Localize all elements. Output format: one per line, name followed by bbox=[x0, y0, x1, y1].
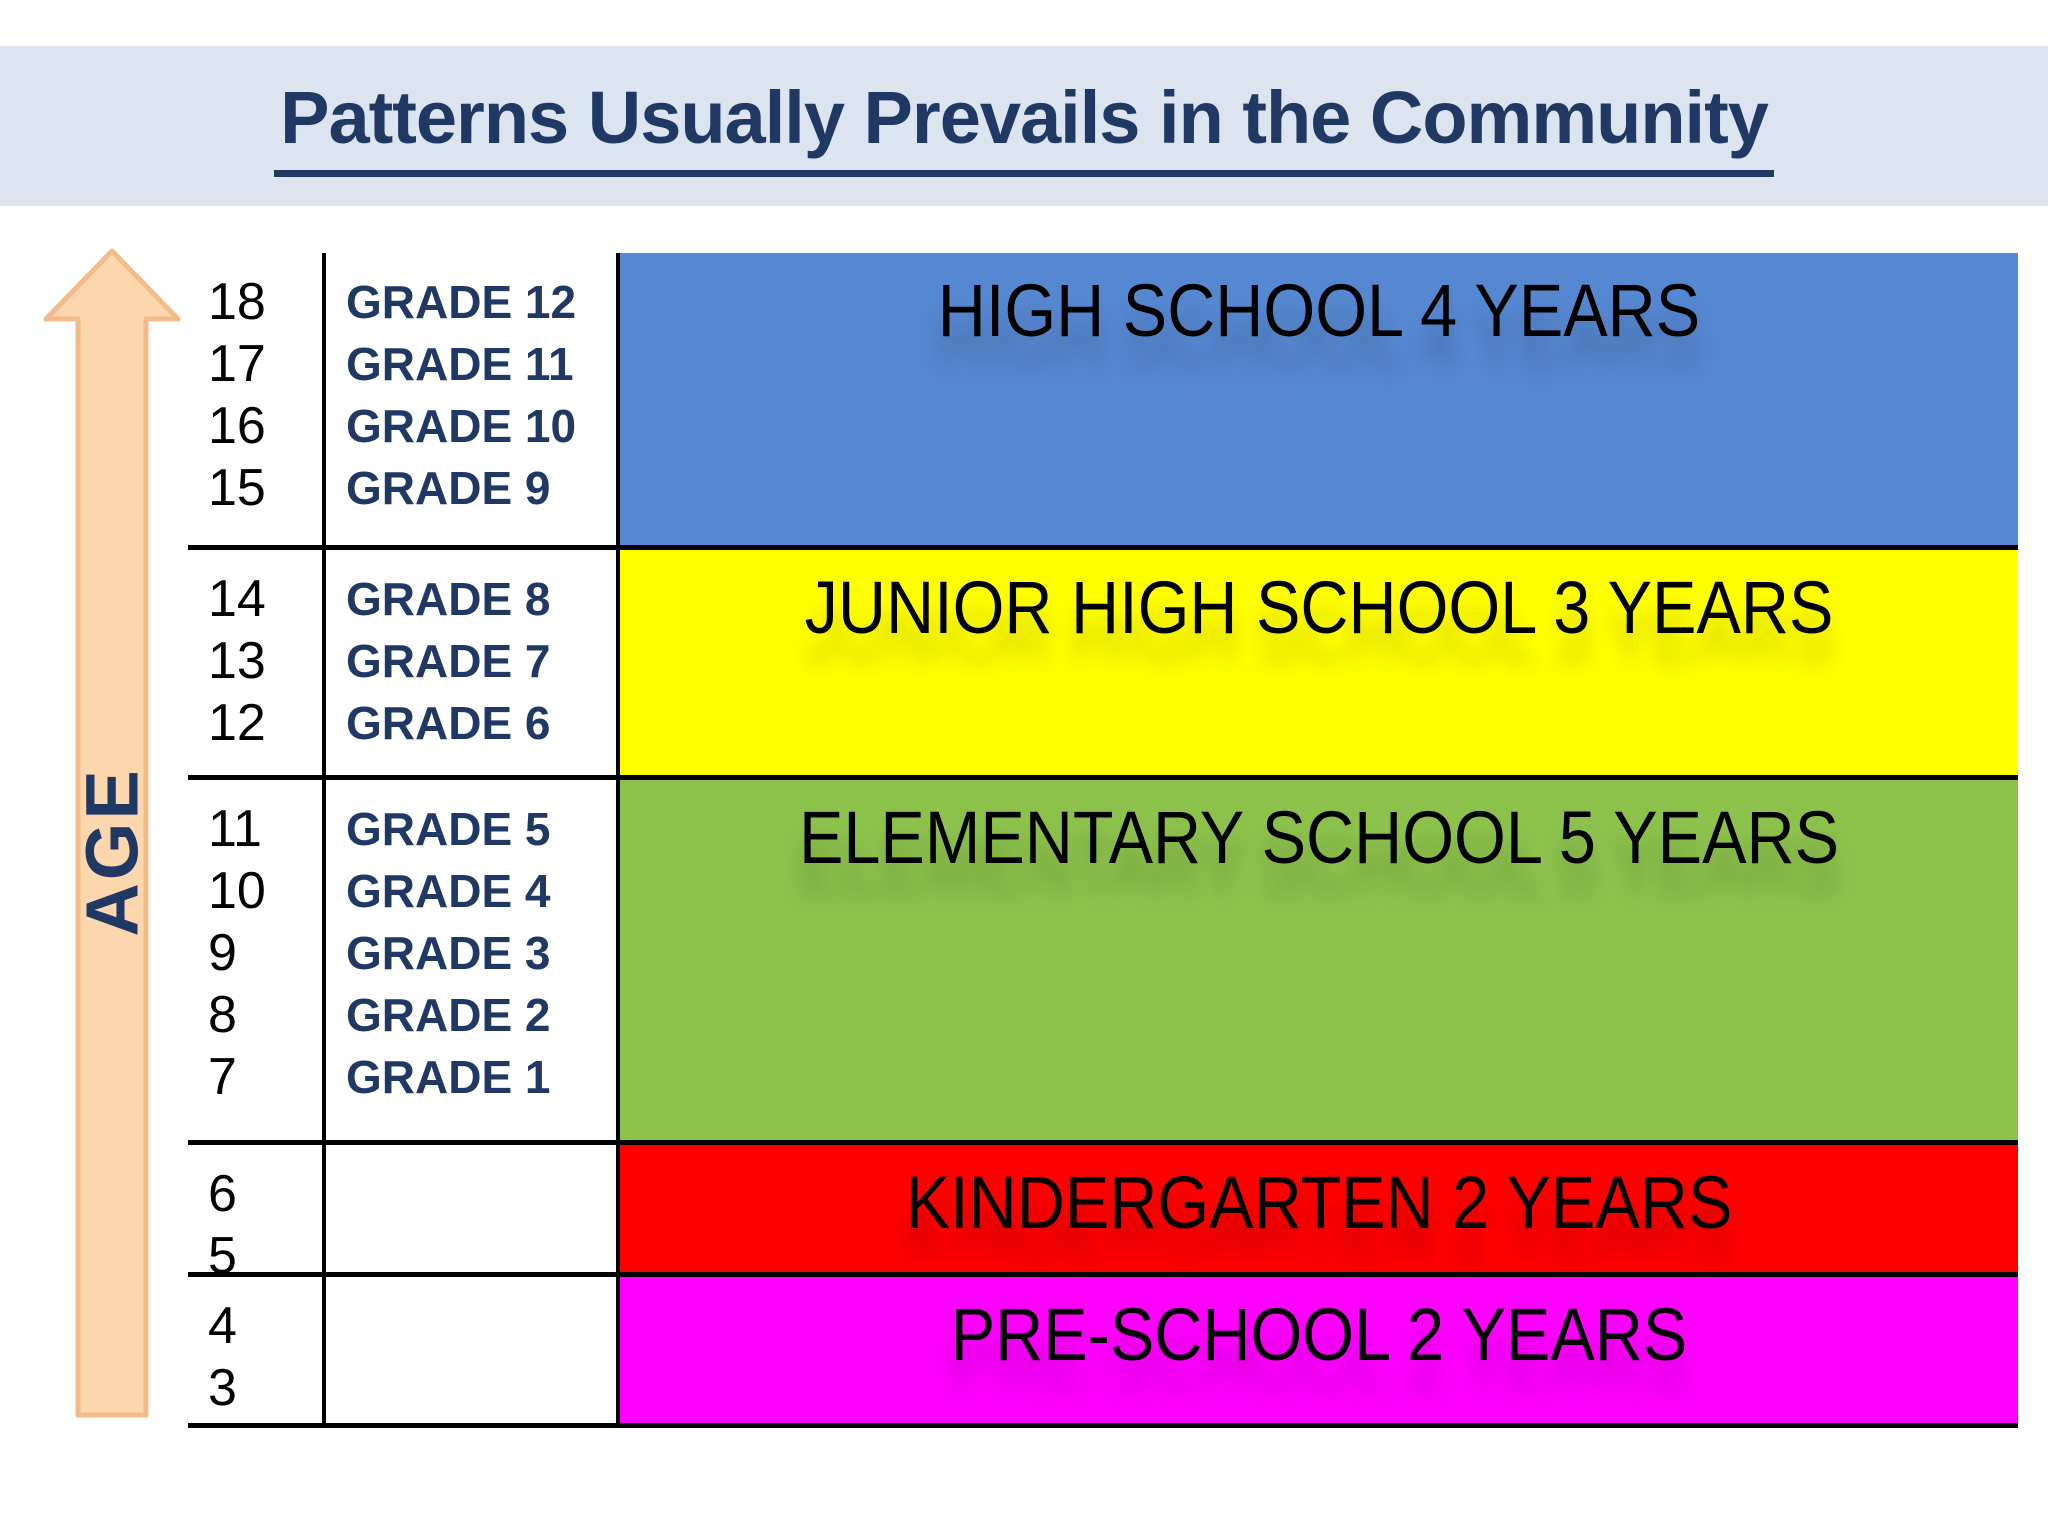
grade-label: GRADE 11 bbox=[346, 338, 574, 390]
grade-label: GRADE 4 bbox=[346, 865, 551, 917]
age-axis-arrow-up-icon bbox=[43, 248, 181, 1418]
grade-label: GRADE 5 bbox=[346, 803, 551, 855]
stage-label: HIGH SCHOOL 4 YEARS bbox=[937, 269, 1701, 352]
stage-cell-elementary: ELEMENTARY SCHOOL 5 YEARS bbox=[620, 780, 2018, 1145]
stage-label: JUNIOR HIGH SCHOOL 3 YEARS bbox=[804, 566, 1834, 649]
stage-label: KINDERGARTEN 2 YEARS bbox=[905, 1161, 1733, 1244]
page-title: Patterns Usually Prevails in the Communi… bbox=[274, 75, 1774, 177]
age-value: 14 bbox=[208, 570, 266, 628]
age-value: 15 bbox=[208, 459, 266, 517]
age-value: 10 bbox=[208, 862, 266, 920]
age-value: 9 bbox=[208, 924, 237, 982]
grade-label: GRADE 9 bbox=[346, 462, 551, 514]
grade-cell-preschool-empty bbox=[322, 1277, 620, 1428]
age-value: 5 bbox=[208, 1227, 237, 1285]
header-band: Patterns Usually Prevails in the Communi… bbox=[0, 46, 2048, 206]
education-pattern-table: 18 17 16 15 GRADE 12 GRADE 11 GRADE 10 G… bbox=[188, 253, 2018, 1428]
grade-label: GRADE 6 bbox=[346, 697, 551, 749]
age-value: 17 bbox=[208, 335, 266, 393]
stage-cell-high-school: HIGH SCHOOL 4 YEARS bbox=[620, 253, 2018, 550]
age-value: 3 bbox=[208, 1359, 237, 1417]
grade-label: GRADE 10 bbox=[346, 400, 577, 452]
stage-cell-preschool: PRE-SCHOOL 2 YEARS bbox=[620, 1277, 2018, 1428]
age-cell-elementary: 11 10 9 8 7 bbox=[188, 780, 322, 1145]
grade-label: GRADE 7 bbox=[346, 635, 551, 687]
age-cell-kindergarten: 6 5 bbox=[188, 1145, 322, 1285]
stage-cell-kindergarten: KINDERGARTEN 2 YEARS bbox=[620, 1145, 2018, 1277]
grade-label: GRADE 12 bbox=[346, 276, 577, 328]
grade-label: GRADE 8 bbox=[346, 573, 551, 625]
age-value: 8 bbox=[208, 986, 237, 1044]
age-cell-preschool: 4 3 bbox=[188, 1277, 322, 1428]
age-value: 11 bbox=[208, 800, 262, 858]
age-value: 16 bbox=[208, 397, 266, 455]
stage-label: PRE-SCHOOL 2 YEARS bbox=[950, 1293, 1688, 1376]
age-value: 6 bbox=[208, 1165, 237, 1223]
age-value: 18 bbox=[208, 273, 266, 331]
grade-cell-high-school: GRADE 12 GRADE 11 GRADE 10 GRADE 9 bbox=[322, 253, 620, 550]
grade-label: GRADE 2 bbox=[346, 989, 551, 1041]
grade-cell-kindergarten-empty bbox=[322, 1145, 620, 1277]
grade-cell-elementary: GRADE 5 GRADE 4 GRADE 3 GRADE 2 GRADE 1 bbox=[322, 780, 620, 1145]
age-cell-junior-high: 14 13 12 bbox=[188, 550, 322, 780]
grade-label: GRADE 3 bbox=[346, 927, 551, 979]
grade-cell-junior-high: GRADE 8 GRADE 7 GRADE 6 bbox=[322, 550, 620, 780]
age-value: 12 bbox=[208, 694, 266, 752]
stage-label: ELEMENTARY SCHOOL 5 YEARS bbox=[798, 796, 1840, 879]
age-value: 13 bbox=[208, 632, 266, 690]
stage-cell-junior-high: JUNIOR HIGH SCHOOL 3 YEARS bbox=[620, 550, 2018, 780]
age-axis-label: AGE bbox=[70, 767, 154, 937]
grade-label: GRADE 1 bbox=[346, 1051, 551, 1103]
age-value: 7 bbox=[208, 1048, 237, 1106]
age-value: 4 bbox=[208, 1297, 237, 1355]
age-cell-high-school: 18 17 16 15 bbox=[188, 253, 322, 550]
